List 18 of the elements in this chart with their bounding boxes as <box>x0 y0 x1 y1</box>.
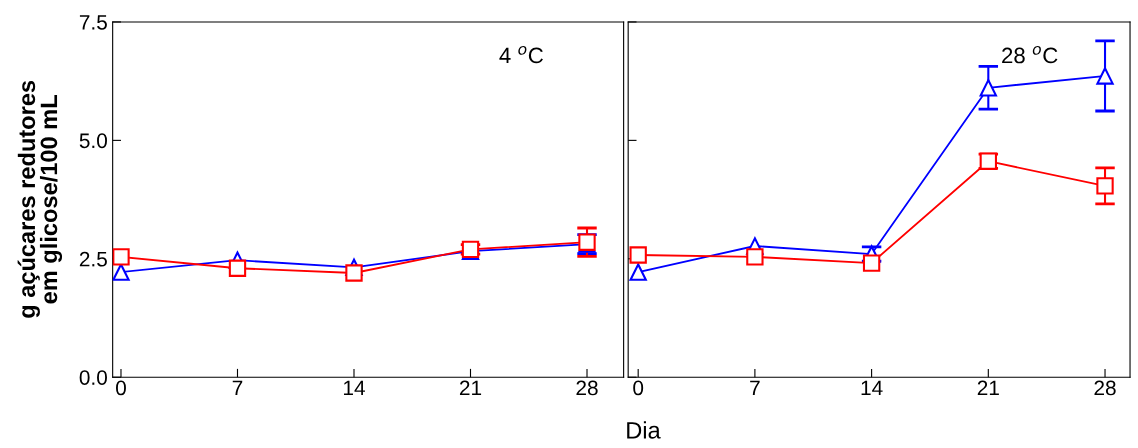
y-tick-label: 2.5 <box>79 251 107 267</box>
x-tick-label: 21 <box>459 380 482 396</box>
x-tick-label: 21 <box>977 380 999 396</box>
x-tick-label: 28 <box>1094 380 1116 396</box>
x-tick-label: 7 <box>232 380 243 396</box>
x-tick-label: 28 <box>576 380 598 396</box>
annotation: 4 $^{o}$C <box>499 45 543 64</box>
annotation: 28 $^{o}$C <box>1002 45 1058 64</box>
x-tick-label: 14 <box>861 380 883 396</box>
y-tick-label: 0.0 <box>79 370 107 385</box>
y-tick-label: 5.0 <box>79 133 107 149</box>
x-tick-label: 0 <box>116 380 126 396</box>
x-axis-title: Dia <box>627 421 661 439</box>
x-tick-label: 0 <box>633 380 644 396</box>
y-tick-label: 7.5 <box>79 15 107 30</box>
x-tick-label: 7 <box>750 380 760 396</box>
y-axis-title: g açúcares redutores em glicose/100 mL <box>17 80 63 318</box>
x-tick-label: 14 <box>344 380 365 396</box>
